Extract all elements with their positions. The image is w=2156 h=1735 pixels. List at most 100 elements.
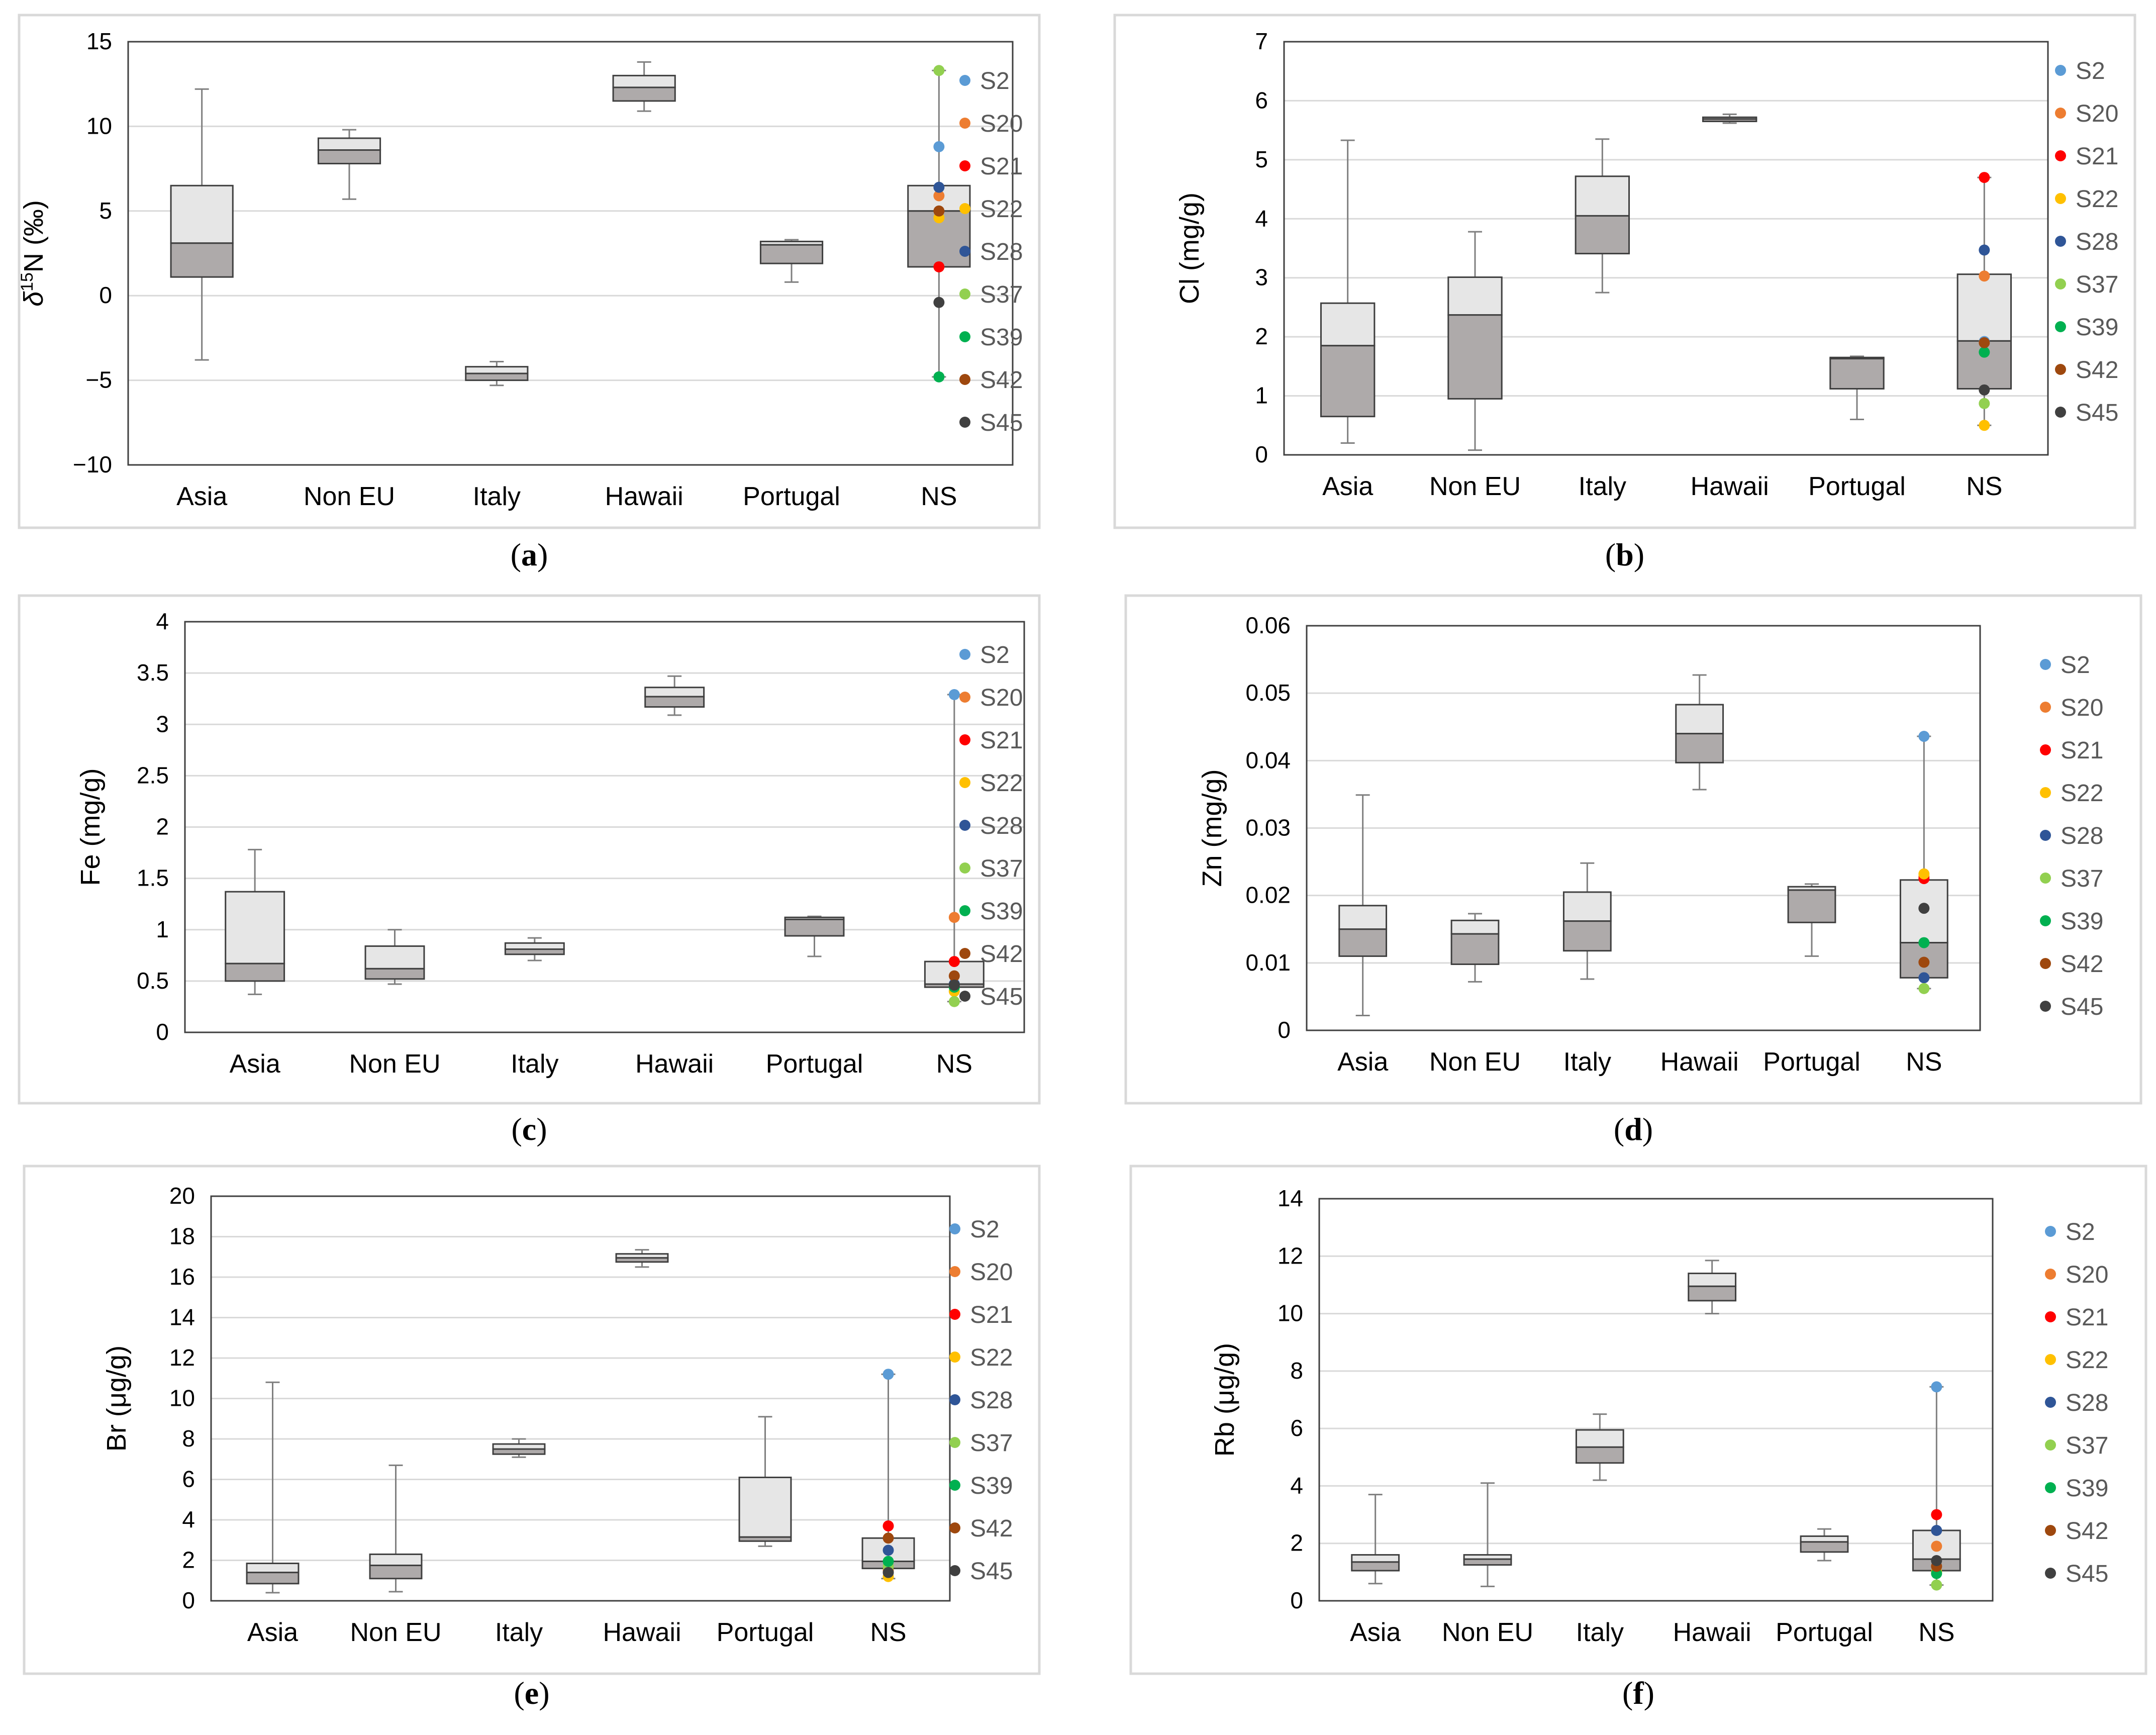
box-lower: [738, 1536, 792, 1542]
y-tick-label: 8: [182, 1425, 195, 1452]
sample-point-s45: [1979, 384, 1990, 396]
sample-point-s21: [1979, 172, 1990, 183]
sample-point-s37: [1931, 1579, 1942, 1591]
box-lower: [1800, 1541, 1849, 1553]
y-tick-label: 1: [156, 916, 169, 942]
legend-label: S22: [2061, 780, 2103, 807]
x-tick-label: Italy: [1576, 1618, 1624, 1647]
legend-marker-s28: [949, 1394, 960, 1405]
legend-marker-s45: [959, 417, 970, 428]
sample-point-s28: [1931, 1525, 1942, 1536]
legend-label: S20: [2061, 695, 2103, 721]
x-tick-label: Non EU: [1429, 1047, 1521, 1077]
legend-label: S2: [980, 642, 1010, 668]
y-tick-label: 4: [182, 1506, 195, 1532]
box-upper: [317, 137, 381, 151]
box-lower: [615, 1257, 669, 1263]
sample-point-s42: [933, 205, 945, 217]
legend-label: S21: [980, 153, 1023, 180]
legend-label: S28: [980, 239, 1023, 265]
box-upper: [364, 945, 425, 970]
legend-label: S22: [2066, 1347, 2108, 1374]
panel-caption: (b): [1605, 537, 1644, 572]
sample-point-s42: [1918, 956, 1930, 968]
legend-label: S2: [2076, 58, 2105, 84]
legend-label: S20: [980, 111, 1023, 137]
legend-marker-s42: [949, 1522, 960, 1533]
y-tick-label: 6: [182, 1466, 195, 1492]
legend-label: S20: [2076, 101, 2118, 127]
box-lower: [612, 86, 676, 102]
sample-point-s37: [1918, 983, 1930, 994]
y-axis-label: Zn (mg/g): [1197, 769, 1227, 887]
panel-caption: (f): [1622, 1675, 1654, 1711]
y-tick-label: 6: [1290, 1415, 1303, 1441]
box-upper: [492, 1443, 546, 1450]
x-tick-label: Non EU: [304, 482, 395, 511]
x-tick-label: NS: [870, 1618, 906, 1647]
box-lower: [465, 372, 529, 381]
legend-label: S42: [970, 1515, 1013, 1542]
legend-marker-s22: [2045, 1354, 2056, 1365]
legend-label: S37: [970, 1430, 1013, 1457]
x-tick-label: Asia: [1337, 1047, 1388, 1077]
legend-label: S45: [2076, 400, 2118, 426]
box-lower: [1787, 889, 1836, 923]
legend-marker-s22: [959, 203, 970, 214]
sample-point-s2: [1931, 1381, 1942, 1393]
y-tick-label: 0: [1278, 1017, 1291, 1043]
y-tick-label: 4: [1255, 205, 1268, 231]
legend-marker-s42: [2055, 364, 2066, 375]
y-tick-label: 2: [182, 1547, 195, 1573]
legend-marker-s39: [2045, 1482, 2056, 1493]
legend-marker-s21: [959, 734, 970, 745]
y-tick-label: 6: [1255, 87, 1268, 113]
legend-marker-s37: [2055, 278, 2066, 290]
box-upper: [612, 74, 676, 88]
x-tick-label: Non EU: [350, 1618, 441, 1647]
legend-label: S22: [2076, 186, 2118, 213]
y-tick-label: 14: [169, 1304, 195, 1330]
legend-label: S2: [2061, 652, 2090, 679]
box-lower: [364, 968, 425, 980]
legend-marker-s37: [2045, 1439, 2056, 1451]
legend-label: S28: [970, 1387, 1013, 1414]
box-upper: [1675, 704, 1724, 735]
sample-point-s20: [933, 190, 945, 202]
legend-marker-s37: [2040, 873, 2051, 884]
sample-point-s2: [933, 141, 945, 152]
y-tick-label: 2.5: [137, 762, 169, 788]
box-lower: [1829, 358, 1885, 390]
y-tick-label: 0.03: [1245, 815, 1291, 841]
x-tick-label: NS: [1966, 472, 2002, 501]
legend-marker-s39: [959, 331, 970, 342]
legend-marker-s42: [959, 374, 970, 385]
box-upper: [1688, 1273, 1737, 1287]
box-lower: [1447, 314, 1503, 400]
x-tick-label: Italy: [473, 482, 521, 511]
y-tick-label: 0.01: [1245, 949, 1291, 976]
legend-label: S28: [980, 813, 1023, 839]
legend-marker-s20: [2045, 1269, 2056, 1280]
legend-label: S39: [2076, 314, 2118, 341]
legend-marker-s42: [959, 948, 970, 959]
box-lower: [1575, 215, 1630, 255]
legend-marker-s28: [2045, 1397, 2056, 1408]
legend-label: S39: [2061, 908, 2103, 935]
box-lower: [1956, 340, 2012, 390]
box-lower: [1463, 1558, 1512, 1566]
panel-caption: (c): [511, 1111, 547, 1147]
sample-point-s39: [933, 371, 945, 382]
x-tick-label: Italy: [511, 1049, 558, 1079]
y-tick-label: 3: [156, 711, 169, 737]
x-tick-label: Hawaii: [605, 482, 683, 511]
y-tick-label: 5: [1255, 146, 1268, 172]
legend-label: S2: [2066, 1219, 2095, 1245]
legend-marker-s39: [2040, 915, 2051, 926]
y-tick-label: 0: [1290, 1587, 1303, 1613]
y-tick-label: 0.02: [1245, 882, 1291, 908]
legend-marker-s20: [959, 692, 970, 703]
box-lower: [1562, 920, 1612, 952]
y-tick-label: 1.5: [137, 865, 169, 891]
x-tick-label: Italy: [495, 1618, 543, 1647]
